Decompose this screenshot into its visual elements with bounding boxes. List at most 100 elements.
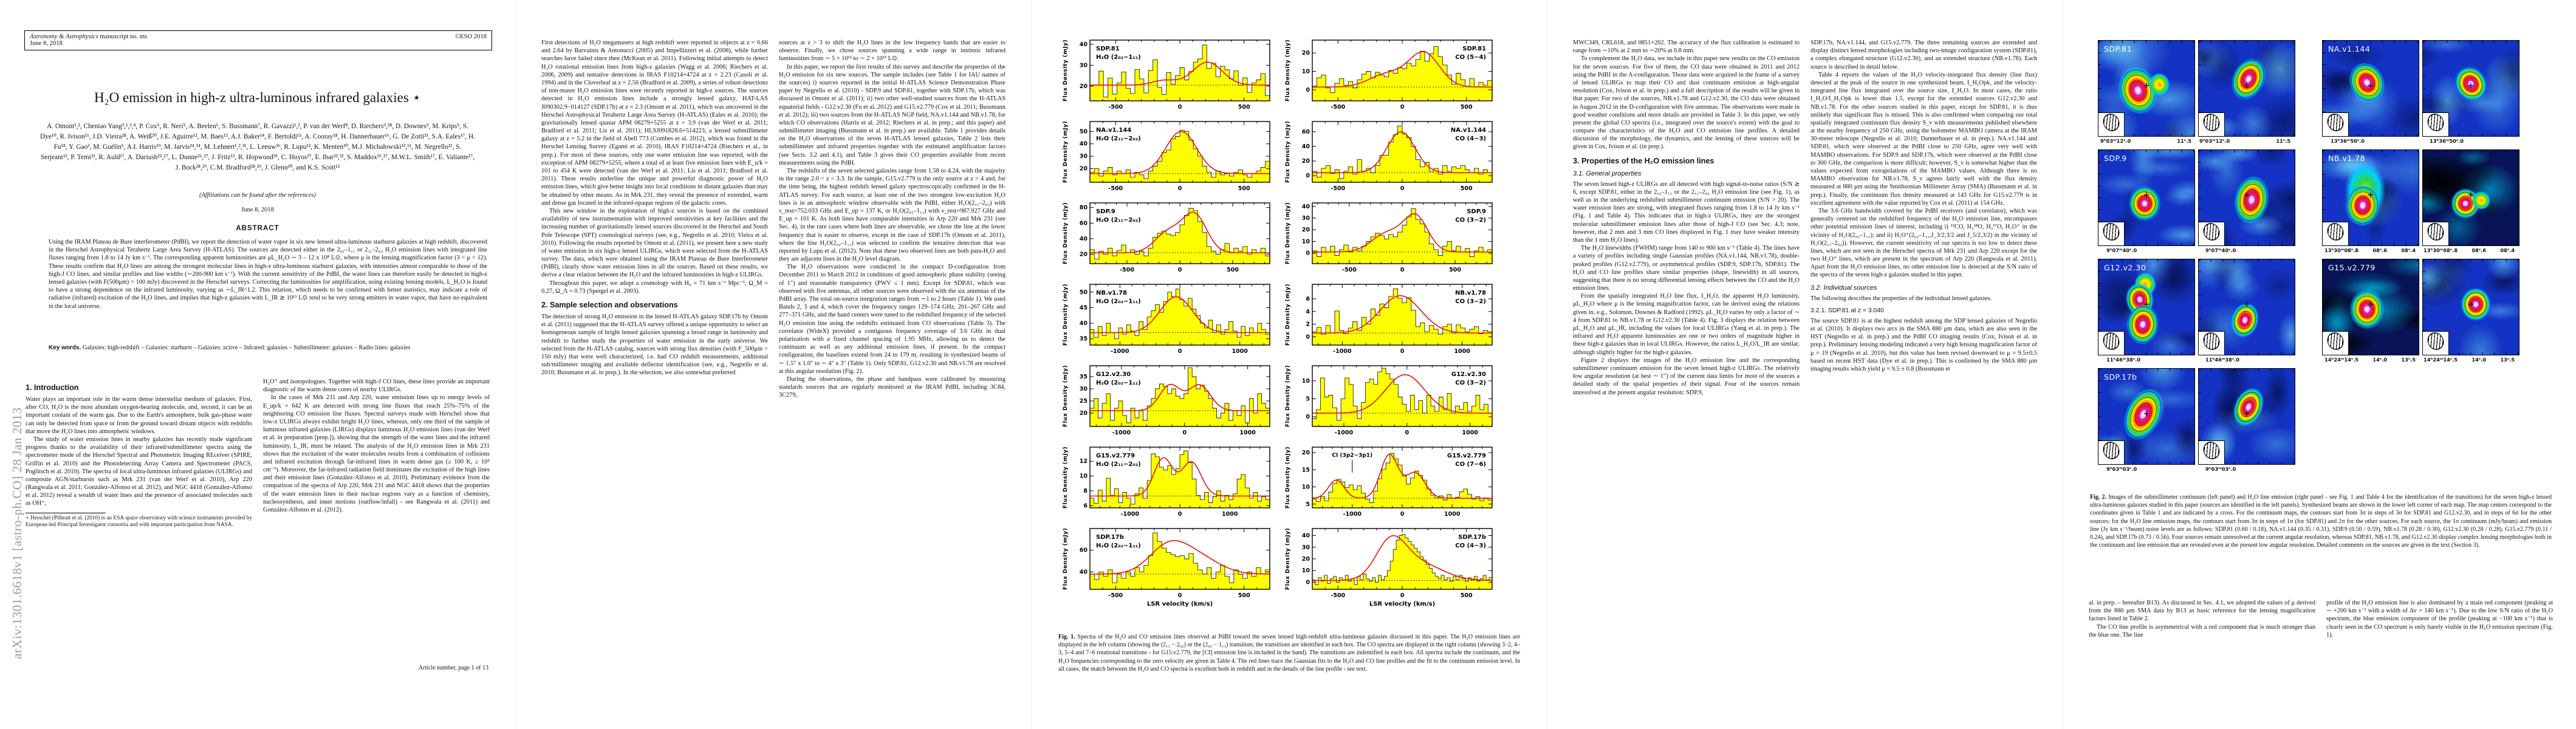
- axis-ticks: [2098, 41, 2101, 136]
- ra-tick-label: 9ʰ03ᵐ03ˢ.0: [2205, 466, 2236, 472]
- map-group-G12.v2.30: −00°11'30"−00°11'35"+G12.v2.30+11ʰ46ᵐ38ˢ…: [2088, 259, 2296, 364]
- page4-column-1: MWC349, CRL618, and 0851+202. The accura…: [1573, 39, 1800, 397]
- paragraph: The source SDP.81 is at the highest reds…: [1810, 317, 2037, 372]
- beam-inset-box: [2199, 220, 2225, 245]
- svg-text:-500: -500: [1342, 267, 1357, 273]
- svg-text:20: 20: [1080, 166, 1088, 173]
- beam-inset-box: [2323, 220, 2349, 245]
- svg-text:Flux Density (mJy): Flux Density (mJy): [1063, 365, 1069, 427]
- manuscript-no: manuscript no. ms: [98, 33, 148, 40]
- svg-text:500: 500: [1238, 592, 1250, 599]
- axis-ticks: [2323, 352, 2419, 355]
- svg-text:NA.v1.144: NA.v1.144: [1451, 127, 1486, 134]
- page4-columns: MWC349, CRL618, and 0851+202. The accura…: [1573, 39, 2037, 397]
- ra-axis-labels: 9ʰ03ᵐ03ˢ.0 9ʰ03ᵐ03ˢ.0: [2088, 466, 2296, 474]
- beam-ellipse-icon: [2100, 111, 2123, 134]
- map-center-cross-icon: +: [2143, 409, 2150, 419]
- svg-text:H₂O (2₁₁−2₀₂): H₂O (2₁₁−2₀₂): [1096, 217, 1141, 224]
- spectrum-panel-SDP.9-h2o: -500 0 500 20 40 60 80 Flux Density (mJy) SDP.9 H…: [1063, 202, 1270, 273]
- beam-ellipse-icon: [2324, 220, 2347, 244]
- emission-blob: [2467, 187, 2496, 215]
- spectrum-panel-G12.v2.30-co: -1000 0 1000 0 5 10 Flux Density (mJy) G12.v2.3…: [1285, 365, 1493, 436]
- dec-axis-labels: −1°41'25"−1°41'30": [2088, 368, 2108, 465]
- svg-text:40: 40: [1080, 320, 1088, 327]
- svg-text:10: 10: [1302, 238, 1310, 245]
- paragraph: In the cases of Mrk 231 and Arp 220, wat…: [263, 394, 490, 513]
- svg-text:60: 60: [1302, 129, 1310, 135]
- svg-text:0: 0: [1178, 267, 1182, 273]
- svg-text:CO (4−3): CO (4−3): [1455, 542, 1486, 549]
- map-pair: + SDP.81 +: [2098, 40, 2295, 137]
- svg-text:G12.v2.30: G12.v2.30: [1451, 371, 1486, 378]
- svg-text:-500: -500: [1331, 592, 1345, 599]
- svg-text:0: 0: [1178, 348, 1182, 355]
- page-5-figure2: 00°39'10"00°39'05" + SDP.81 +9ʰ03ᵐ12ˢ.0 11ˢ.…: [2063, 0, 2576, 729]
- svg-text:SDP.17b: SDP.17b: [1096, 534, 1124, 541]
- svg-text:0: 0: [1182, 430, 1187, 436]
- svg-text:1000: 1000: [1454, 348, 1470, 355]
- svg-text:0: 0: [1400, 267, 1405, 273]
- svg-text:CO (4−3): CO (4−3): [1455, 135, 1486, 142]
- svg-text:-500: -500: [1108, 592, 1123, 599]
- svg-text:40: 40: [1080, 569, 1088, 575]
- svg-text:0: 0: [1400, 348, 1405, 355]
- svg-text:50: 50: [1080, 128, 1088, 135]
- ra-tick-label: 08ˢ.4: [2401, 247, 2416, 253]
- dec-axis-labels: 24°59'00": [2312, 149, 2332, 246]
- svg-text:Flux Density (mJy): Flux Density (mJy): [1285, 284, 1291, 346]
- blob-core: [2467, 187, 2496, 215]
- page-3-figure1: -500 0 500 20 30 40 Flux Density (mJy) SDP.81 H₂…: [1031, 0, 1547, 729]
- svg-text:20: 20: [1080, 83, 1088, 90]
- beam-ellipse-icon: [2100, 220, 2123, 244]
- svg-text:0: 0: [1178, 592, 1182, 599]
- svg-text:0: 0: [1400, 592, 1405, 599]
- svg-text:Flux Density (mJy): Flux Density (mJy): [1063, 202, 1069, 264]
- figure2-caption: Fig. 2. Images of the submillimeter cont…: [2090, 493, 2552, 549]
- svg-text:-1000: -1000: [1343, 511, 1362, 518]
- ra-tick-row: 11ʰ46ᵐ38ˢ.0: [2197, 357, 2293, 364]
- svg-text:LSR velocity (km/s): LSR velocity (km/s): [1369, 601, 1435, 608]
- ra-tick-row: 9ʰ03ᵐ03ˢ.0: [2098, 466, 2194, 474]
- spectrum-panel-NB.v1.78-co: -1000 0 1000 0 2 4 6 Flux Density (mJy) NB.v1.78…: [1285, 284, 1493, 355]
- svg-text:40: 40: [1302, 204, 1310, 210]
- emission-blob: [2219, 159, 2284, 241]
- map-group-SDP.81: 00°39'10"00°39'05" + SDP.81 +9ʰ03ᵐ12ˢ.0 11ˢ.…: [2088, 40, 2296, 146]
- contour-rings: [2120, 176, 2169, 230]
- svg-text:CO (3−2): CO (3−2): [1455, 380, 1486, 386]
- map-pair: + SDP.17b +: [2098, 368, 2295, 465]
- svg-text:NB.v1.78: NB.v1.78: [1096, 290, 1127, 296]
- map-pair: + NB.v1.78 +: [2322, 149, 2519, 246]
- beam-ellipse-icon: [2424, 111, 2447, 134]
- svg-text:1000: 1000: [1222, 511, 1238, 518]
- emission-blob: [2120, 176, 2169, 230]
- map-center-cross-icon: +: [2467, 300, 2475, 310]
- paragraph: al. in prep. – hereafter B13). As discus…: [2089, 600, 2315, 623]
- map-center-cross-icon: +: [2243, 191, 2250, 200]
- svg-text:Flux Density (mJy): Flux Density (mJy): [1063, 447, 1069, 508]
- svg-text:0: 0: [1178, 104, 1182, 111]
- svg-text:20: 20: [1080, 410, 1088, 417]
- axis-ticks: [2323, 41, 2419, 43]
- map-pair-with-dec: 00°39'10"00°39'05" + SDP.81 +: [2088, 40, 2296, 137]
- paragraph: The study of water emission lines in nea…: [26, 436, 252, 507]
- svg-text:SDP.17b: SDP.17b: [1458, 534, 1486, 541]
- svg-text:H₂O (2₀₂−1₁₁): H₂O (2₀₂−1₁₁): [1096, 54, 1141, 61]
- map-center-cross-icon: +: [2367, 191, 2374, 200]
- axis-ticks: [2098, 150, 2194, 152]
- ra-tick-row: 9ʰ03ᵐ03ˢ.0: [2197, 466, 2293, 474]
- spectrum-panel-SDP.81-co: -500 0 500 0 10 20 Flux Density (mJy) SDP.81 CO …: [1285, 39, 1493, 111]
- keywords-label: Key words.: [49, 344, 81, 351]
- contour-rings: [2216, 370, 2281, 444]
- ra-axis-labels: 11ʰ46ᵐ38ˢ.0 11ʰ46ᵐ38ˢ.0: [2088, 357, 2296, 364]
- svg-text:Flux Density (mJy): Flux Density (mJy): [1063, 284, 1069, 346]
- figure1-row: -1000 0 1000 20 25 30 35 Flux Density (mJy) G12.…: [1060, 363, 1496, 445]
- abstract-text: Using the IRAM Plateau de Bure interfero…: [49, 238, 487, 310]
- beam-ellipse-icon: [2200, 220, 2223, 244]
- contour-rings: [2213, 41, 2285, 119]
- axis-ticks: [2098, 259, 2101, 355]
- beam-ellipse-icon: [2100, 439, 2123, 462]
- contour-rings: [2340, 279, 2393, 340]
- svg-text:1000: 1000: [1444, 511, 1461, 518]
- ra-axis-labels: 9ʰ03ᵐ12ˢ.0 11ˢ.5 9ʰ03ᵐ12ˢ.0 11ˢ.5: [2088, 138, 2296, 146]
- svg-text:20: 20: [1302, 50, 1310, 56]
